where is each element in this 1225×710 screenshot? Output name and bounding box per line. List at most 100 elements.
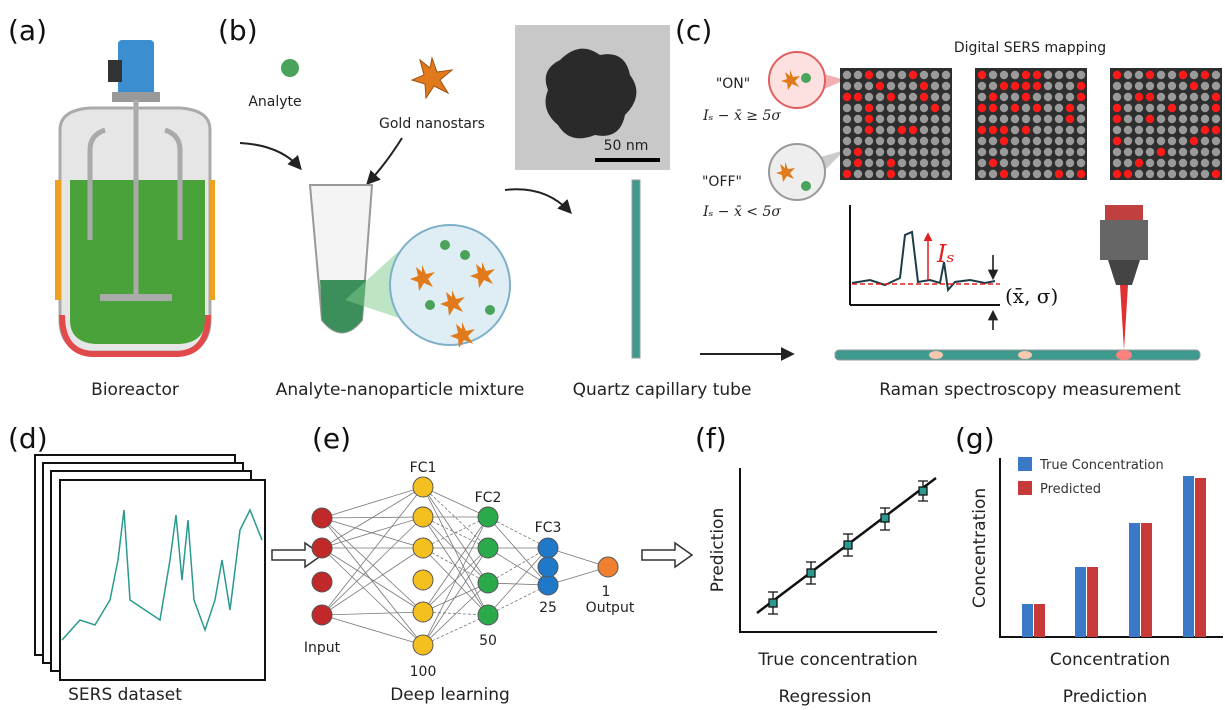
grid-dot [989, 137, 997, 145]
grid-dot [1179, 159, 1187, 167]
caption: Raman spectroscopy measurement [879, 380, 1181, 400]
grid-dot [978, 104, 986, 112]
grid-dot [1113, 137, 1121, 145]
grid-dot [931, 82, 939, 90]
illustration-shape [929, 351, 943, 359]
grid-dot [854, 159, 862, 167]
grid-dot [1124, 115, 1132, 123]
grid-dot [1011, 93, 1019, 101]
grid-dot [865, 148, 873, 156]
caption: Regression [779, 687, 872, 707]
panel-f: (f) Prediction True concentration Regres… [695, 422, 937, 707]
grid-dot [1190, 115, 1198, 123]
grid-dot [1146, 115, 1154, 123]
grid-dot [1135, 93, 1143, 101]
grid-dot [1055, 170, 1063, 178]
grid-dot [1077, 71, 1085, 79]
grid-dot [887, 71, 895, 79]
grid-dot [854, 71, 862, 79]
layer-size: 100 [410, 664, 437, 680]
grid-dot [1000, 137, 1008, 145]
grid-dot [1113, 104, 1121, 112]
grid-dot [1044, 170, 1052, 178]
on-label: "ON" [716, 76, 750, 92]
grid-dot [989, 71, 997, 79]
grid-dot [1000, 82, 1008, 90]
illustration-shape [801, 73, 811, 83]
grid-dot [1066, 82, 1074, 90]
grid-dot [876, 137, 884, 145]
grid-dot [1022, 126, 1030, 134]
grid-dot [1066, 170, 1074, 178]
grid-dot [909, 104, 917, 112]
illustration-shape [1116, 350, 1132, 360]
grid-dot [1168, 82, 1176, 90]
grid-dot [1190, 170, 1198, 178]
grid-dot [909, 170, 917, 178]
grid-dot [1077, 93, 1085, 101]
grid-dot [1190, 104, 1198, 112]
grid-dot [1044, 71, 1052, 79]
caption: Quartz capillary tube [573, 380, 752, 400]
grid-dot [920, 126, 928, 134]
grid-dot [931, 115, 939, 123]
grid-dot [1124, 170, 1132, 178]
illustration-shape [769, 144, 825, 200]
illustration-shape [505, 189, 570, 212]
grid-dot [1044, 104, 1052, 112]
illustration-shape [1022, 604, 1033, 637]
grid-dot [978, 71, 986, 79]
grid-dot [1179, 148, 1187, 156]
grid-dot [1044, 82, 1052, 90]
grid-dot [989, 82, 997, 90]
grid-dot [989, 115, 997, 123]
grid-dot [1113, 82, 1121, 90]
grid-dot [1011, 104, 1019, 112]
neuron [478, 538, 498, 558]
grid-dot [876, 93, 884, 101]
illustration-shape [1018, 481, 1032, 495]
illustration-shape [801, 181, 811, 191]
x-axis-label: Concentration [1050, 650, 1170, 670]
illustration-shape [100, 294, 172, 301]
grid-dot [1077, 170, 1085, 178]
grid-dot [1201, 82, 1209, 90]
grid-dot [1201, 115, 1209, 123]
grid-dot [909, 126, 917, 134]
grid-dot [931, 159, 939, 167]
grid-dot [1212, 126, 1220, 134]
neuron [312, 572, 332, 592]
grid-dot [1179, 82, 1187, 90]
illustration-shape [1129, 523, 1140, 637]
illustration-shape [844, 541, 852, 549]
grid-dot [1055, 148, 1063, 156]
grid-dot [920, 148, 928, 156]
grid-dot [876, 104, 884, 112]
grid-dot [1033, 82, 1041, 90]
illustration-shape [1183, 476, 1194, 637]
grid-dot [1179, 93, 1187, 101]
grid-dot [920, 115, 928, 123]
grid-dot [1011, 71, 1019, 79]
grid-dot [1212, 93, 1220, 101]
grid-dot [978, 82, 986, 90]
grid-dot [978, 115, 986, 123]
grid-dot [1011, 148, 1019, 156]
grid-dot [876, 159, 884, 167]
grid-dot [1168, 104, 1176, 112]
grid-dot [920, 104, 928, 112]
illustration-shape [108, 60, 122, 82]
legend-label: Predicted [1040, 482, 1101, 497]
grid-dot [865, 170, 873, 178]
grid-dot [1179, 170, 1187, 178]
grid-dot [1157, 137, 1165, 145]
grid-dot [1124, 126, 1132, 134]
grid-dot [1146, 170, 1154, 178]
grid-dot [1212, 148, 1220, 156]
grid-dot [1022, 104, 1030, 112]
grid-dot [876, 126, 884, 134]
grid-dot [1033, 126, 1041, 134]
illustration-shape [1141, 523, 1152, 637]
grid-dot [1113, 159, 1121, 167]
grid-dot [1157, 170, 1165, 178]
